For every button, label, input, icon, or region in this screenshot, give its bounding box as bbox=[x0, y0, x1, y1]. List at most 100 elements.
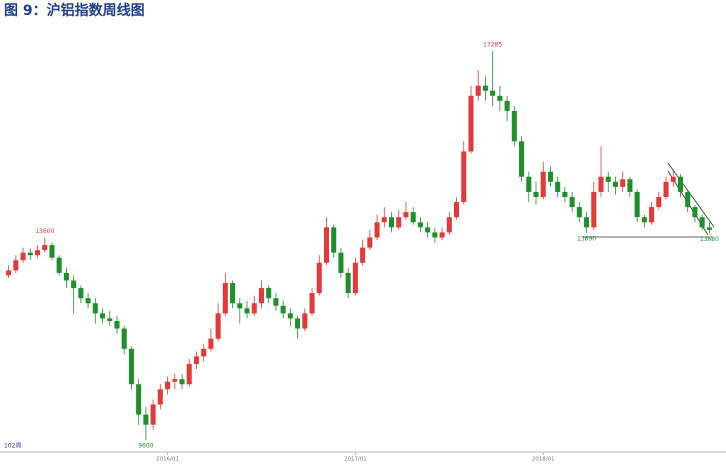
trend-line bbox=[667, 162, 715, 228]
candle-body bbox=[215, 313, 221, 339]
candle-body bbox=[547, 171, 553, 182]
candle-body bbox=[381, 217, 387, 223]
candle-body bbox=[352, 262, 358, 294]
candle-body bbox=[706, 227, 712, 230]
candle-body bbox=[287, 313, 293, 319]
candle-body bbox=[598, 176, 604, 192]
candle-body bbox=[208, 338, 214, 349]
candle-body bbox=[519, 141, 525, 177]
candle-body bbox=[403, 212, 409, 218]
candle-body bbox=[345, 272, 351, 294]
candle-body bbox=[92, 303, 98, 314]
candle-body bbox=[186, 363, 192, 385]
candle-body bbox=[677, 176, 684, 192]
annotation-label: 9600 bbox=[138, 442, 153, 449]
candle-body bbox=[280, 305, 286, 314]
candle-body bbox=[439, 232, 445, 238]
candle-body bbox=[526, 176, 532, 192]
candle-body bbox=[114, 320, 120, 329]
candle-body bbox=[295, 318, 301, 329]
candle-body bbox=[63, 272, 69, 281]
candle-body bbox=[179, 379, 185, 385]
candle-body bbox=[316, 262, 322, 294]
candle-body bbox=[143, 414, 149, 425]
candle-body bbox=[302, 313, 308, 329]
candle-body bbox=[128, 348, 134, 385]
candle-body bbox=[576, 207, 582, 218]
candle-body bbox=[388, 217, 395, 228]
candle-body bbox=[446, 217, 452, 233]
candle-body bbox=[42, 245, 48, 251]
candle-body bbox=[165, 381, 171, 390]
candle-body bbox=[417, 222, 423, 228]
candle-body bbox=[222, 283, 228, 314]
candle-body bbox=[49, 245, 55, 258]
candle-body bbox=[34, 250, 41, 256]
candle-body bbox=[323, 227, 330, 263]
candle-body bbox=[533, 191, 539, 197]
candle-body bbox=[605, 176, 611, 182]
candle-body bbox=[100, 313, 106, 319]
candle-body bbox=[685, 191, 691, 208]
candle-body bbox=[266, 288, 272, 299]
candle-body bbox=[338, 252, 344, 273]
candle-body bbox=[490, 90, 496, 96]
candle-body bbox=[201, 348, 207, 357]
candle-body bbox=[562, 191, 568, 197]
candle-body bbox=[584, 217, 590, 228]
candle-body bbox=[13, 260, 19, 271]
candle-body bbox=[511, 110, 517, 142]
candle-body bbox=[193, 356, 199, 364]
candle-body bbox=[591, 191, 597, 228]
candle-body bbox=[504, 100, 510, 111]
candle-body bbox=[150, 404, 156, 425]
candle-body bbox=[497, 95, 503, 101]
candle-body bbox=[71, 280, 77, 289]
candle-body bbox=[468, 95, 474, 152]
candle-body bbox=[360, 247, 366, 263]
candle-body bbox=[663, 181, 669, 197]
candle-body bbox=[6, 270, 12, 276]
candle-body bbox=[27, 252, 33, 256]
candle-body bbox=[237, 303, 243, 309]
period-label: 102周 bbox=[4, 443, 21, 450]
x-tick-label: 2017/01 bbox=[344, 457, 367, 463]
annotation-label: 13600 bbox=[35, 228, 54, 235]
candle-body bbox=[540, 171, 546, 197]
candle-body bbox=[432, 232, 438, 238]
candle-body bbox=[258, 288, 264, 304]
candle-body bbox=[78, 288, 84, 299]
candle-body bbox=[699, 217, 705, 228]
candle-body bbox=[425, 227, 431, 233]
candle-body bbox=[555, 181, 561, 192]
candle-body bbox=[649, 207, 655, 223]
candle-body bbox=[482, 85, 488, 91]
annotation-label: 17285 bbox=[483, 42, 502, 49]
candle-body bbox=[634, 191, 640, 218]
annotation-label: 13680 bbox=[700, 236, 719, 243]
x-tick-label: 2016/01 bbox=[156, 457, 179, 463]
candle-body bbox=[273, 298, 279, 306]
candle-body bbox=[656, 196, 662, 208]
candle-body bbox=[367, 237, 373, 248]
candle-body bbox=[309, 293, 315, 314]
candle-body bbox=[172, 379, 178, 382]
x-tick-label: 2018/01 bbox=[532, 457, 555, 463]
candle-body bbox=[396, 217, 402, 228]
candle-body bbox=[475, 85, 481, 96]
annotation-label: 13690 bbox=[577, 235, 596, 242]
candle-body bbox=[136, 384, 142, 415]
candle-body bbox=[692, 207, 698, 218]
candle-body bbox=[374, 222, 380, 238]
candle-body bbox=[244, 308, 250, 314]
candle-body bbox=[627, 179, 633, 192]
candle-body bbox=[121, 328, 127, 349]
candle-body bbox=[641, 217, 647, 223]
candle-body bbox=[107, 318, 113, 321]
candle-body bbox=[410, 212, 416, 223]
candle-body bbox=[620, 179, 626, 187]
candle-body bbox=[56, 257, 62, 273]
candle-body bbox=[251, 303, 257, 314]
candle-body bbox=[670, 176, 676, 182]
candle-body bbox=[85, 298, 91, 304]
